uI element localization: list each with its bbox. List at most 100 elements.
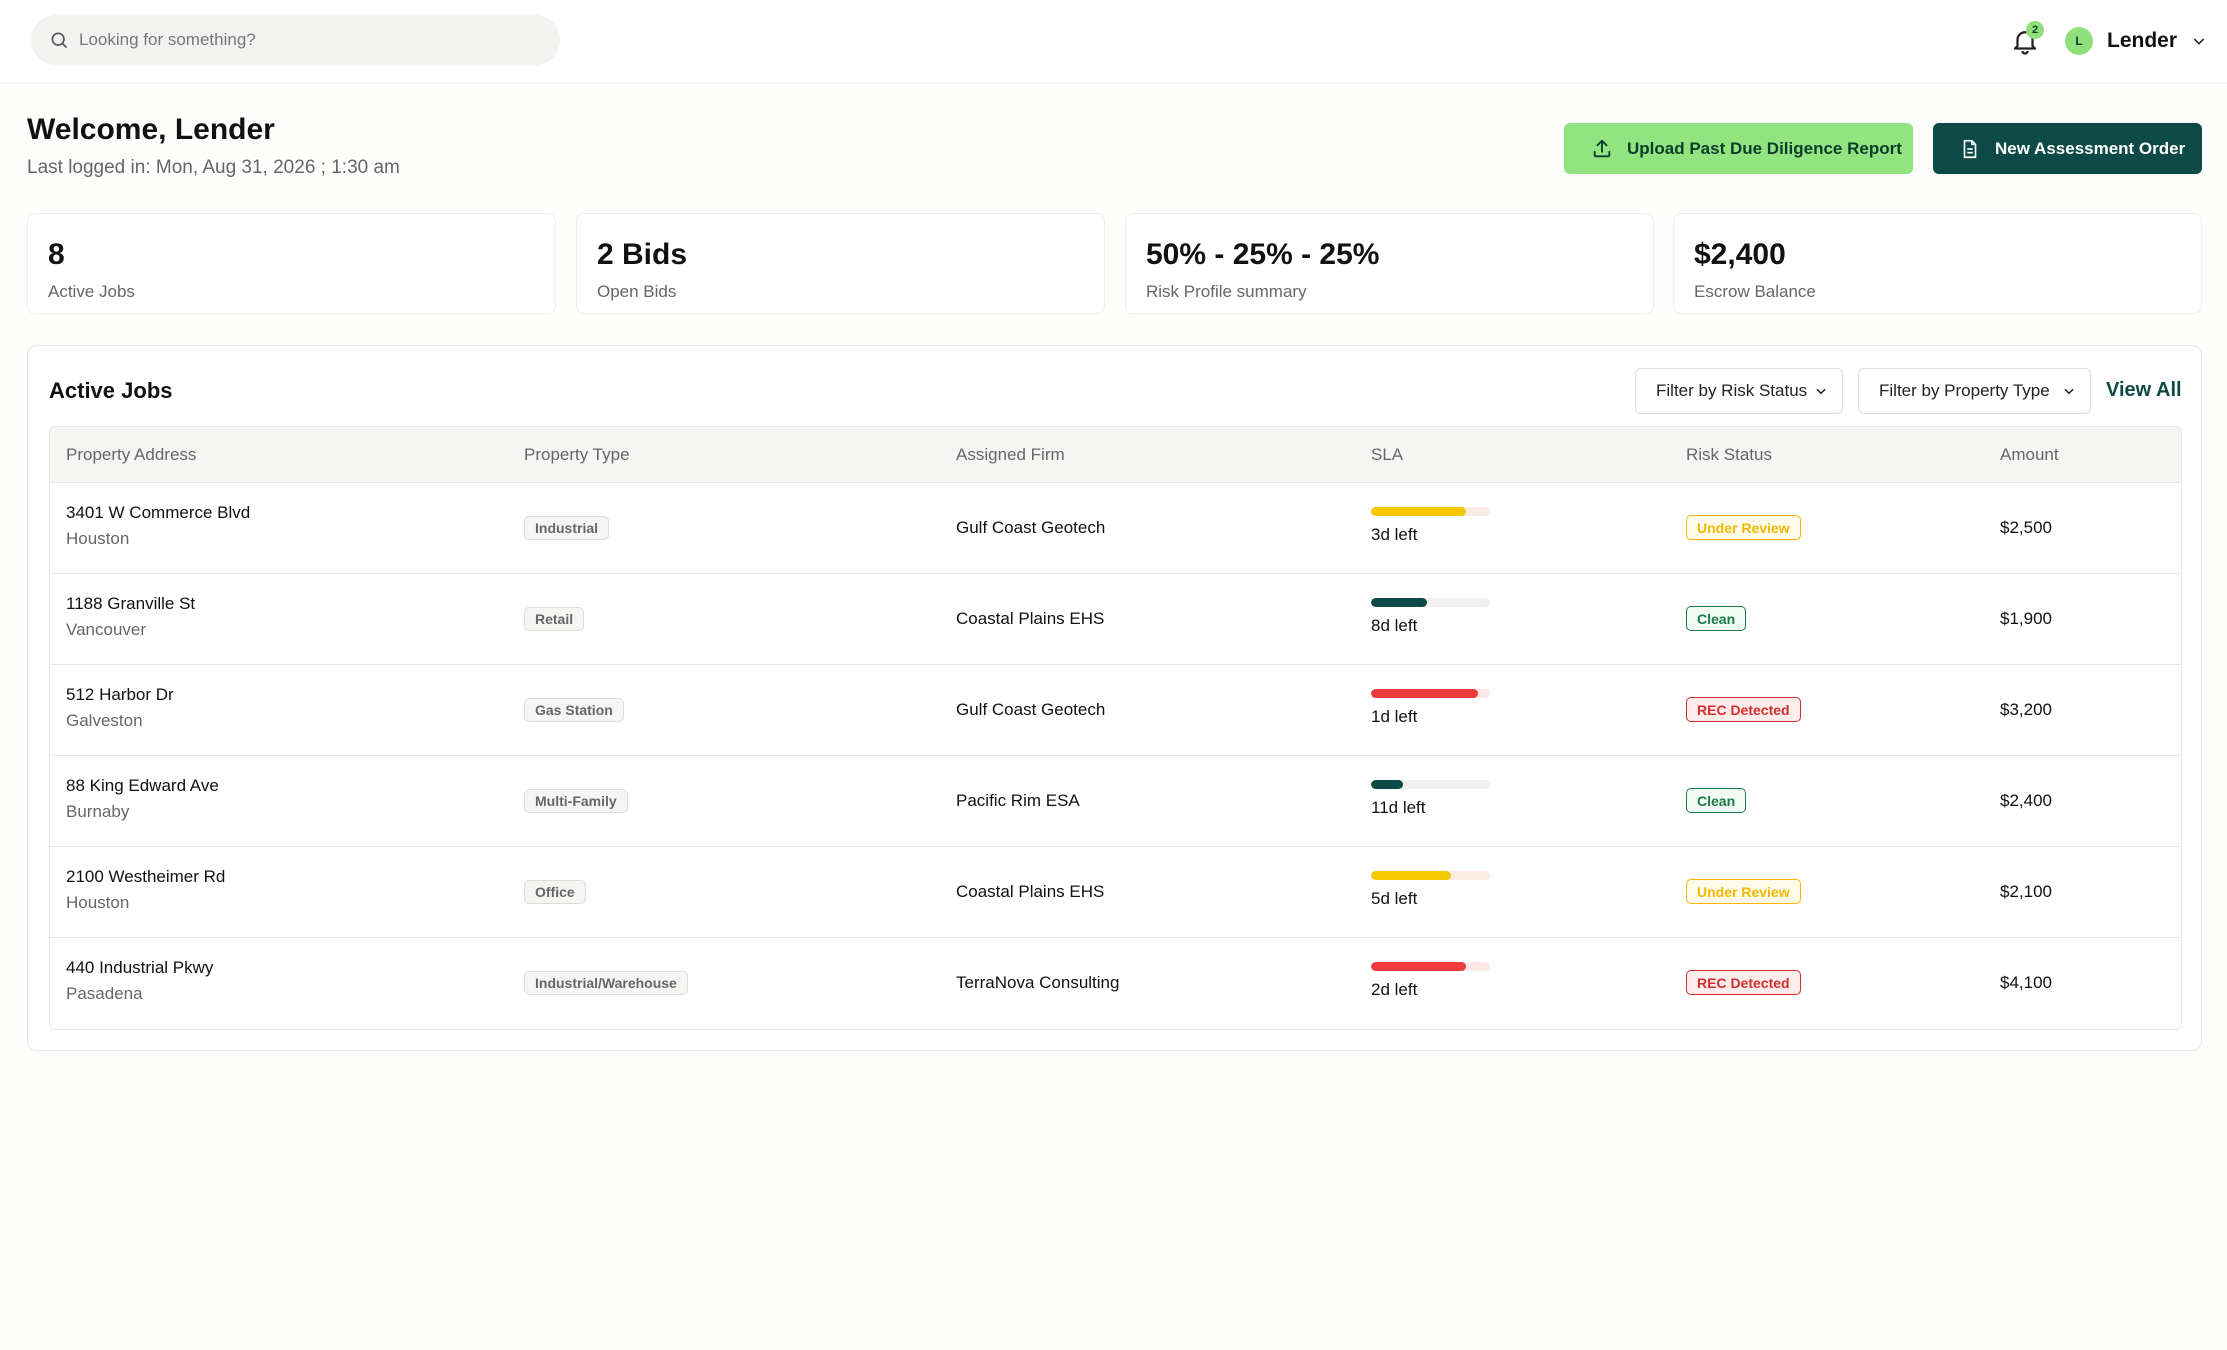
property-address: 512 Harbor Dr: [66, 685, 174, 704]
property-type-tag: Office: [524, 880, 586, 904]
active-jobs-panel: Active Jobs Filter by Risk Status Filter…: [27, 345, 2202, 1051]
column-header-sla[interactable]: SLA: [1371, 445, 1404, 464]
property-city: Burnaby: [66, 802, 130, 821]
assigned-firm: Gulf Coast Geotech: [956, 518, 1106, 537]
assigned-firm: Coastal Plains EHS: [956, 882, 1105, 901]
assigned-firm: Pacific Rim ESA: [956, 791, 1080, 810]
sla-progress-fill: [1371, 780, 1404, 789]
assigned-firm: TerraNova Consulting: [956, 973, 1120, 992]
sla-progress-bar: [1371, 507, 1490, 516]
property-address: 440 Industrial Pkwy: [66, 958, 214, 977]
document-icon: [1963, 139, 1977, 158]
page-title: Welcome, Lender: [27, 113, 275, 146]
stat-value: 50% - 25% - 25%: [1146, 238, 1380, 271]
sla-progress-fill: [1371, 871, 1451, 880]
stat-card-active-jobs: 8 Active Jobs: [27, 213, 556, 314]
stat-label: Open Bids: [597, 282, 677, 301]
upload-report-label: Upload Past Due Diligence Report: [1627, 138, 1902, 158]
stat-card-open-bids: 2 Bids Open Bids: [576, 213, 1105, 314]
property-city: Galveston: [66, 711, 143, 730]
table-body: 3401 W Commerce Blvd Houston Industrial …: [50, 483, 2181, 1029]
property-type-tag: Industrial: [524, 516, 610, 540]
property-address: 3401 W Commerce Blvd: [66, 503, 251, 522]
property-type-tag: Multi-Family: [524, 789, 628, 813]
filter-risk-status-select[interactable]: Filter by Risk Status: [1635, 368, 1843, 414]
amount: $4,100: [2000, 973, 2052, 992]
upload-icon: [1593, 139, 1611, 157]
stat-value: 2 Bids: [597, 238, 688, 271]
search-icon: [51, 32, 68, 49]
sla-progress-fill: [1371, 689, 1479, 698]
table-row[interactable]: 2100 Westheimer Rd Houston Office Coasta…: [50, 847, 2181, 938]
property-city: Vancouver: [66, 620, 147, 639]
sla-progress-fill: [1371, 962, 1467, 971]
sla-remaining: 5d left: [1371, 889, 1418, 908]
stat-label: Risk Profile summary: [1146, 282, 1307, 301]
chevron-down-icon: [2064, 388, 2074, 395]
new-assessment-order-button[interactable]: New Assessment Order: [1933, 123, 2202, 174]
filter-risk-status-label: Filter by Risk Status: [1656, 381, 1808, 400]
stat-value: 8: [48, 238, 65, 271]
column-header-amount[interactable]: Amount: [2000, 445, 2059, 464]
sla-progress-fill: [1371, 598, 1427, 607]
risk-status-badge: REC Detected: [1686, 697, 1801, 722]
active-jobs-table: Property Address Property Type Assigned …: [49, 426, 2182, 1030]
stat-card-risk-profile: 50% - 25% - 25% Risk Profile summary: [1125, 213, 1654, 314]
upload-report-button[interactable]: Upload Past Due Diligence Report: [1564, 123, 1913, 174]
stat-label: Active Jobs: [48, 282, 135, 301]
filter-property-type-label: Filter by Property Type: [1879, 381, 2050, 400]
column-header-assigned-firm[interactable]: Assigned Firm: [956, 445, 1065, 464]
table-row[interactable]: 88 King Edward Ave Burnaby Multi-Family …: [50, 756, 2181, 847]
column-header-risk-status[interactable]: Risk Status: [1686, 445, 1772, 464]
sla-remaining: 1d left: [1371, 707, 1418, 726]
property-address: 1188 Granville St: [66, 594, 196, 613]
table-row[interactable]: 1188 Granville St Vancouver Retail Coast…: [50, 574, 2181, 665]
new-assessment-order-label: New Assessment Order: [1995, 138, 2186, 158]
table-row[interactable]: 512 Harbor Dr Galveston Gas Station Gulf…: [50, 665, 2181, 756]
sla-remaining: 8d left: [1371, 616, 1418, 635]
risk-status-badge: Under Review: [1686, 879, 1801, 904]
risk-status-badge: Under Review: [1686, 515, 1801, 540]
property-address: 88 King Edward Ave: [66, 776, 219, 795]
user-menu[interactable]: L Lender: [2065, 25, 2207, 57]
property-type-tag: Gas Station: [524, 698, 624, 722]
amount: $2,100: [2000, 882, 2052, 901]
sla-remaining: 3d left: [1371, 525, 1418, 544]
amount: $3,200: [2000, 700, 2052, 719]
notification-count-badge: 2: [2026, 21, 2044, 39]
search-input[interactable]: [79, 30, 539, 50]
property-city: Houston: [66, 529, 130, 548]
last-logged-text: Last logged in: Mon, Aug 31, 2026 ; 1:30…: [27, 157, 400, 178]
table-header: Property Address Property Type Assigned …: [50, 427, 2181, 483]
amount: $1,900: [2000, 609, 2052, 628]
active-jobs-title: Active Jobs: [49, 378, 173, 403]
risk-status-badge: Clean: [1686, 788, 1747, 813]
property-city: Pasadena: [66, 984, 143, 1003]
column-header-property-type[interactable]: Property Type: [524, 445, 630, 464]
property-type-tag: Industrial/Warehouse: [524, 971, 688, 995]
sla-progress-bar: [1371, 780, 1490, 789]
assigned-firm: Gulf Coast Geotech: [956, 700, 1106, 719]
property-city: Houston: [66, 893, 130, 912]
user-name: Lender: [2107, 29, 2178, 52]
risk-status-badge: Clean: [1686, 606, 1747, 631]
table-row[interactable]: 3401 W Commerce Blvd Houston Industrial …: [50, 483, 2181, 574]
assigned-firm: Coastal Plains EHS: [956, 609, 1105, 628]
stat-value: $2,400: [1694, 238, 1786, 271]
chevron-down-icon: [2193, 38, 2205, 45]
amount: $2,500: [2000, 518, 2052, 537]
chevron-down-icon: [1816, 388, 1826, 395]
view-all-link[interactable]: View All: [2106, 379, 2182, 401]
sla-progress-bar: [1371, 871, 1490, 880]
stat-card-escrow-balance: $2,400 Escrow Balance: [1673, 213, 2202, 314]
column-header-address[interactable]: Property Address: [66, 445, 197, 464]
property-address: 2100 Westheimer Rd: [66, 867, 226, 886]
sla-remaining: 2d left: [1371, 980, 1418, 999]
search-bar[interactable]: [31, 15, 560, 65]
top-bar: 2 L Lender: [0, 0, 2227, 84]
table-row[interactable]: 440 Industrial Pkwy Pasadena Industrial/…: [50, 938, 2181, 1029]
sla-progress-fill: [1371, 507, 1467, 516]
sla-progress-bar: [1371, 689, 1490, 698]
sla-remaining: 11d left: [1371, 798, 1426, 817]
filter-property-type-select[interactable]: Filter by Property Type: [1858, 368, 2091, 414]
